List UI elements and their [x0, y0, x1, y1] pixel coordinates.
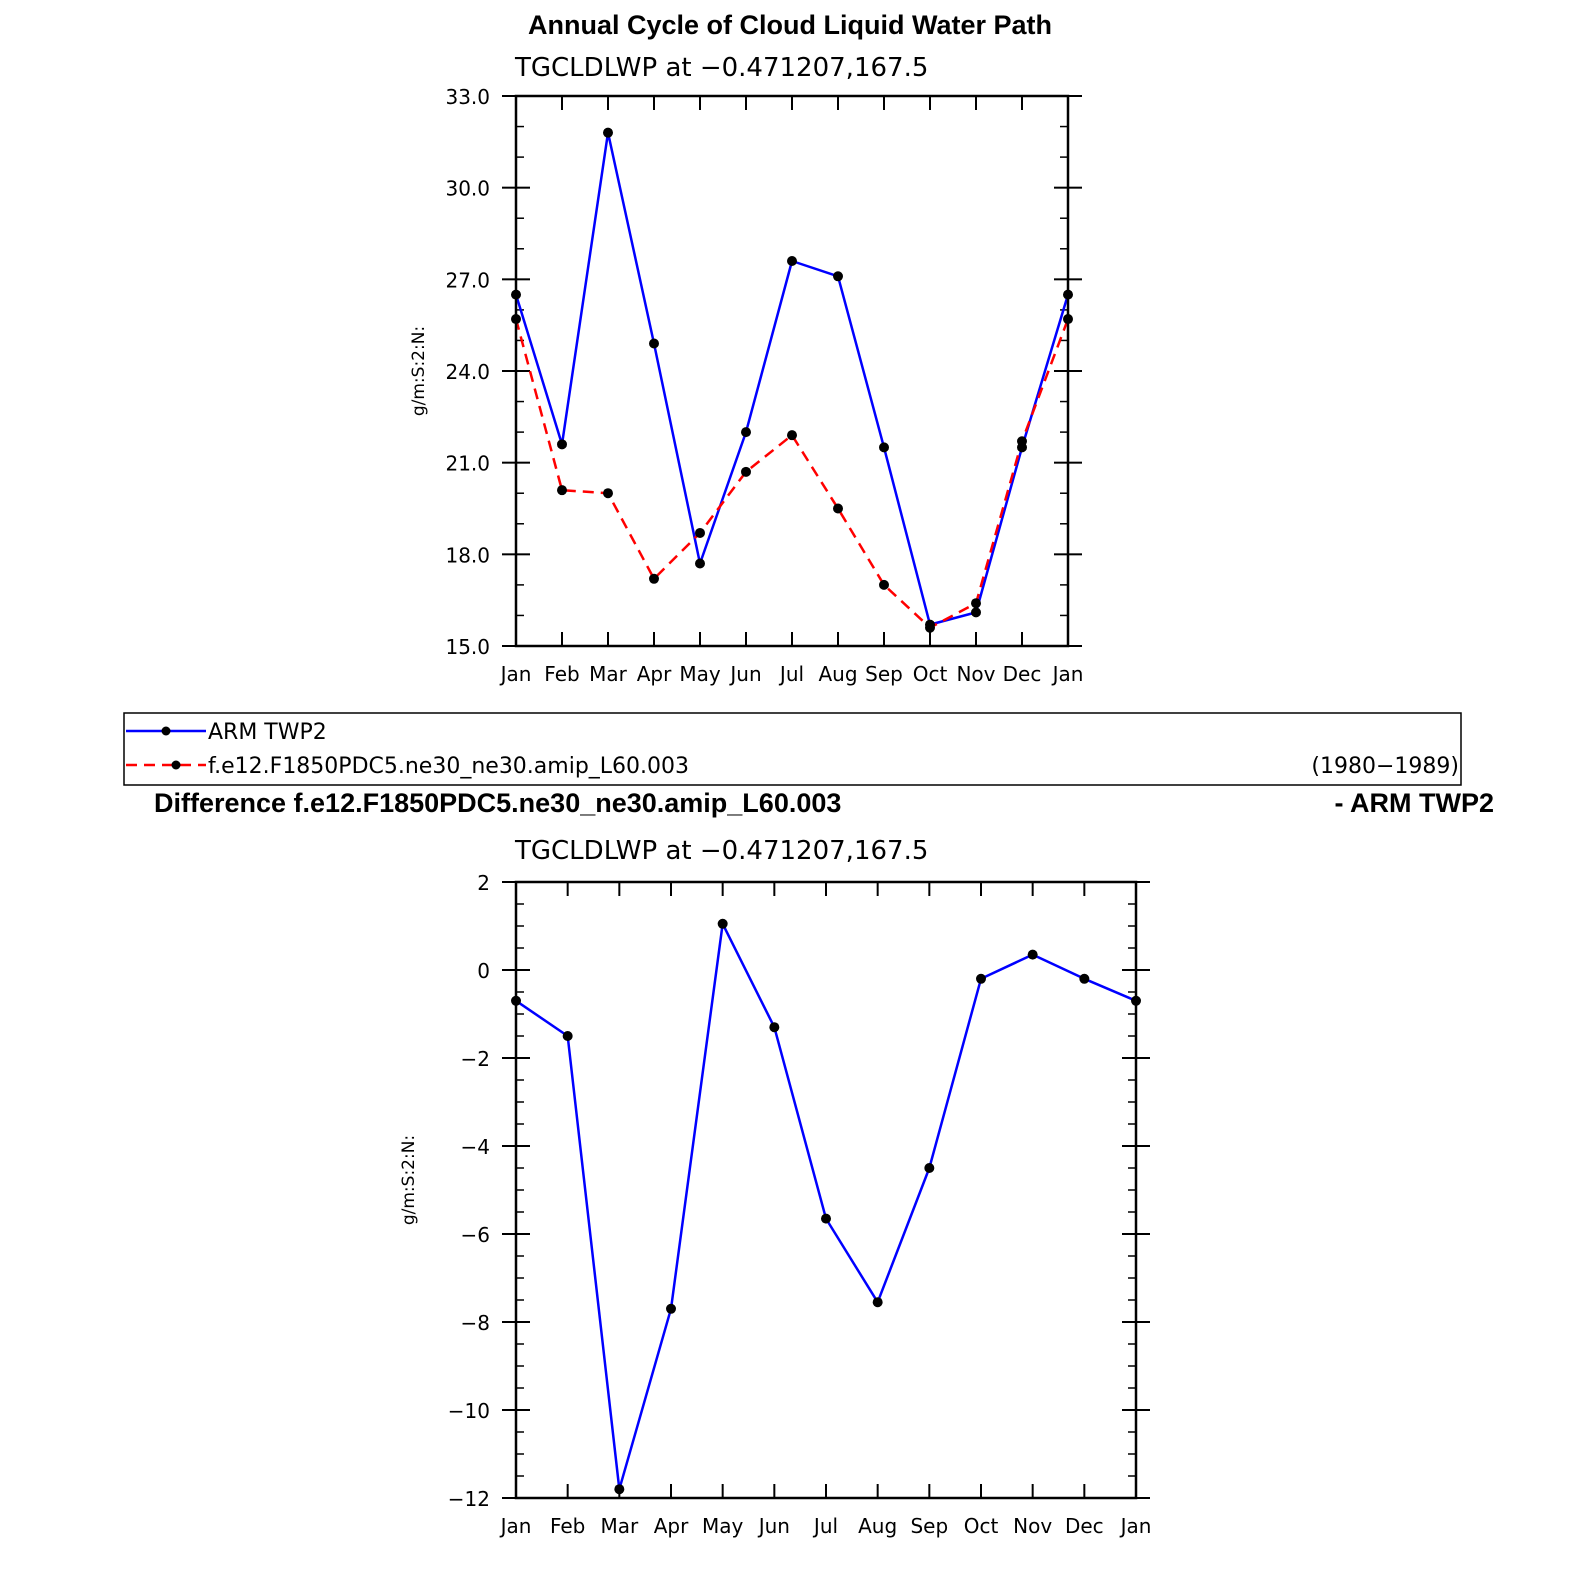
- series-0-point: [976, 973, 986, 984]
- legend-entry-model: f.e12.F1850PDC5.ne30_ne30.amip_L60.003: [208, 754, 689, 779]
- series-0-point: [787, 256, 797, 266]
- y-tick-label: 24.0: [445, 360, 490, 384]
- y-tick-label: −6: [461, 1223, 490, 1247]
- series-1-point: [971, 598, 981, 609]
- x-tick-label: Jan: [1051, 662, 1084, 686]
- x-tick-label: Jan: [499, 662, 532, 686]
- series-0-point: [649, 338, 659, 349]
- x-tick-label: Apr: [654, 1514, 689, 1538]
- x-tick-label: Sep: [865, 662, 903, 686]
- series-0-point: [603, 127, 613, 138]
- x-tick-label: May: [679, 662, 721, 686]
- series-1-point: [741, 466, 751, 477]
- series-0-point: [557, 439, 567, 450]
- series-0-point: [1027, 949, 1038, 960]
- y-tick-label: 2: [477, 871, 490, 895]
- bottom-chart: Difference f.e12.F1850PDC5.ne30_ne30.ami…: [154, 788, 1494, 1538]
- legend: ARM TWP2 f.e12.F1850PDC5.ne30_ne30.amip_…: [123, 712, 1462, 786]
- x-tick-label: Mar: [600, 1514, 639, 1538]
- x-tick-label: Oct: [964, 1514, 999, 1538]
- series-1-point: [879, 579, 889, 590]
- series-0-point: [562, 1031, 573, 1041]
- x-tick-label: Feb: [544, 662, 579, 686]
- series-0-point: [666, 1303, 676, 1314]
- y-tick-label: 15.0: [445, 635, 490, 659]
- series-1-point: [695, 527, 705, 538]
- top-chart-plot-frame: [514, 94, 1070, 648]
- legend-box: [123, 712, 1462, 786]
- x-tick-label: Jun: [728, 662, 761, 686]
- top-chart: Annual Cycle of Cloud Liquid Water Path …: [409, 10, 1083, 686]
- series-1-point: [925, 622, 935, 633]
- legend-period: (1980−1989): [1311, 754, 1459, 779]
- series-1-point: [1017, 436, 1027, 447]
- x-tick-label: Aug: [818, 662, 857, 686]
- x-tick-label: Aug: [858, 1514, 897, 1538]
- legend-model-marker-icon: [171, 760, 181, 770]
- bottom-chart-title: Difference f.e12.F1850PDC5.ne30_ne30.ami…: [154, 788, 841, 818]
- bottom-chart-plot-frame: [514, 880, 1138, 1500]
- series-0-point: [717, 918, 728, 929]
- x-tick-label: Mar: [589, 662, 628, 686]
- series-line-0: [515, 922, 1137, 1491]
- series-0-point: [695, 558, 705, 569]
- bottom-chart-subtitle: TGCLDLWP at −0.471207,167.5: [514, 836, 928, 866]
- series-line-0: [514, 131, 1070, 626]
- x-tick-label: Jul: [812, 1514, 838, 1538]
- series-0-point: [614, 1484, 625, 1495]
- series-0-point: [821, 1213, 831, 1224]
- y-tick-label: 18.0: [445, 543, 490, 567]
- bottom-chart-ylabel: g/m:S:2:N:: [399, 1135, 419, 1225]
- x-tick-label: Nov: [1013, 1514, 1052, 1538]
- series-1-point: [557, 485, 567, 496]
- series-1-point: [787, 430, 797, 441]
- top-chart-subtitle: TGCLDLWP at −0.471207,167.5: [514, 53, 928, 83]
- series-0-point: [879, 442, 889, 453]
- top-chart-ylabel: g/m:S:2:N:: [409, 326, 429, 416]
- x-tick-label: Jul: [778, 662, 804, 686]
- x-tick-label: Apr: [637, 662, 672, 686]
- x-tick-label: Nov: [956, 662, 995, 686]
- legend-arm-marker-icon: [161, 726, 171, 736]
- y-tick-label: 27.0: [445, 268, 490, 292]
- series-0-point: [741, 427, 751, 438]
- y-tick-label: −10: [448, 1399, 490, 1423]
- y-tick-label: −2: [461, 1047, 490, 1071]
- y-tick-label: −12: [448, 1487, 490, 1511]
- series-1-point: [833, 503, 843, 514]
- x-tick-label: Dec: [1065, 1514, 1104, 1538]
- series-0-point: [872, 1297, 883, 1308]
- x-tick-label: Jun: [757, 1514, 790, 1538]
- x-tick-label: Dec: [1003, 662, 1042, 686]
- y-tick-label: 30.0: [445, 177, 490, 201]
- y-tick-label: −4: [461, 1135, 490, 1159]
- bottom-chart-title-right: - ARM TWP2: [1335, 788, 1494, 818]
- x-tick-label: Feb: [550, 1514, 585, 1538]
- x-tick-label: Jan: [499, 1514, 532, 1538]
- y-tick-label: 33.0: [445, 85, 490, 109]
- y-tick-label: −8: [461, 1311, 490, 1335]
- legend-entry-arm: ARM TWP2: [208, 720, 327, 745]
- x-tick-label: Jan: [1119, 1514, 1152, 1538]
- series-0-point: [1079, 973, 1090, 984]
- series-0-point: [769, 1022, 780, 1033]
- y-tick-label: 21.0: [445, 452, 490, 476]
- top-chart-title: Annual Cycle of Cloud Liquid Water Path: [528, 10, 1052, 40]
- x-tick-label: May: [702, 1514, 744, 1538]
- series-1-point: [603, 488, 613, 499]
- series-0-point: [971, 607, 981, 618]
- x-tick-label: Sep: [910, 1514, 948, 1538]
- y-tick-label: 0: [477, 959, 490, 983]
- x-tick-label: Oct: [913, 662, 948, 686]
- series-0-point: [833, 271, 843, 282]
- series-1-point: [649, 573, 659, 584]
- series-0-point: [924, 1163, 935, 1173]
